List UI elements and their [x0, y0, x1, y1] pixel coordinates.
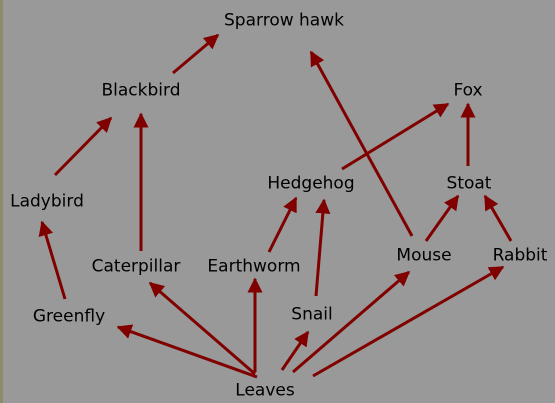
node-caterpillar: Caterpillar [91, 256, 181, 277]
arrow-hedgehog-to-fox [341, 102, 450, 171]
arrow-blackbird-to-sparrow-hawk [172, 33, 220, 75]
arrow-rabbit-to-stoat [483, 194, 513, 242]
arrow-leaves-to-caterpillar [148, 281, 256, 376]
node-leaves: Leaves [235, 380, 295, 401]
arrow-earthworm-to-hedgehog [267, 196, 298, 253]
arrow-greenfly-to-ladybird [38, 220, 67, 300]
node-earthworm: Earthworm [207, 256, 301, 277]
arrow-snail-to-hedgehog [314, 198, 331, 297]
arrow-mouse-to-stoat [424, 194, 460, 242]
arrow-leaves-to-greenfly [116, 324, 258, 379]
node-snail: Snail [291, 304, 333, 325]
arrow-layer [38, 33, 513, 379]
arrow-ladybird-to-blackbird [53, 116, 113, 177]
node-ladybird: Ladybird [10, 191, 84, 212]
node-rabbit: Rabbit [492, 245, 548, 266]
node-blackbird: Blackbird [101, 80, 181, 101]
node-sparrow-hawk: Sparrow hawk [224, 10, 344, 31]
node-fox: Fox [453, 80, 483, 101]
node-hedgehog: Hedgehog [267, 173, 355, 194]
arrow-leaves-to-mouse [292, 270, 411, 374]
node-stoat: Stoat [446, 173, 492, 194]
arrow-leaves-to-rabbit [312, 265, 505, 378]
arrow-leaves-to-snail [280, 330, 310, 371]
node-greenfly: Greenfly [32, 306, 106, 327]
arrow-mouse-to-sparrow-hawk [309, 50, 414, 237]
node-mouse: Mouse [396, 245, 452, 266]
